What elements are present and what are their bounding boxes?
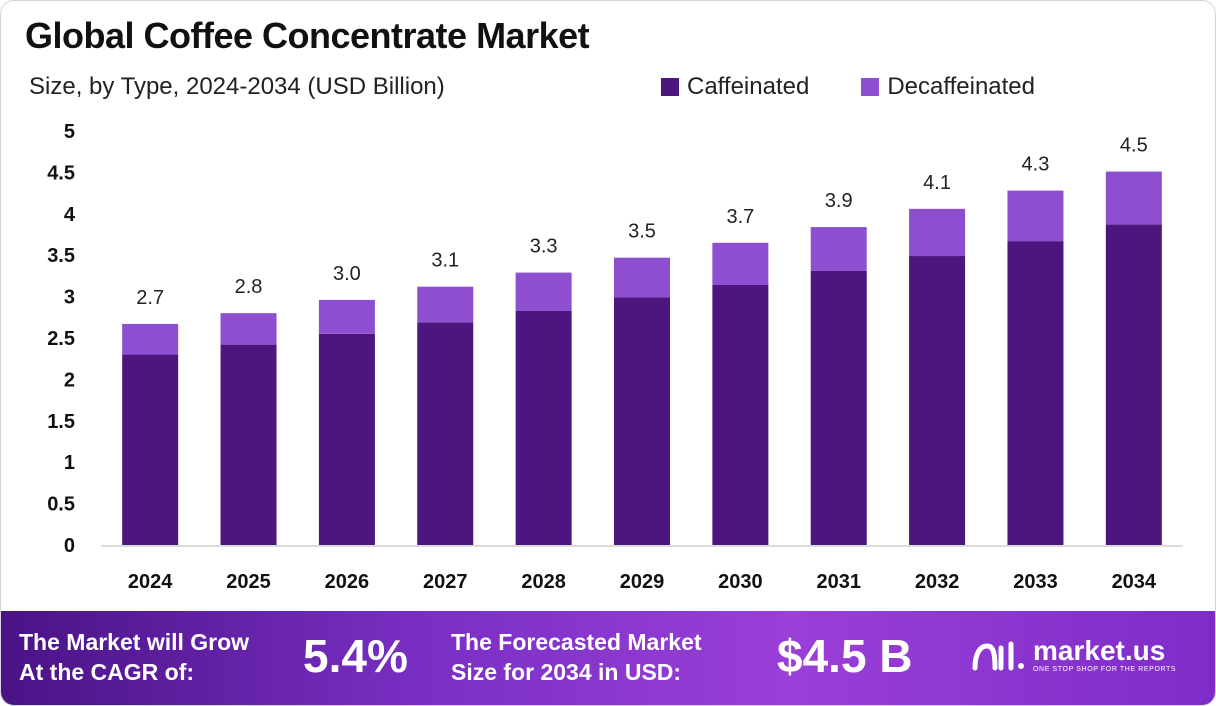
cagr-label-line1: The Market will Grow <box>19 629 250 655</box>
bar-caffeinated-2024 <box>122 354 179 545</box>
bar-decaffeinated-2034 <box>1105 171 1162 225</box>
total-label-2029: 3.5 <box>628 221 656 243</box>
total-label-2033: 4.3 <box>1022 154 1050 176</box>
bar-decaffeinated-2026 <box>318 299 375 334</box>
forecast-label-line2: Size for 2034 in USD: <box>451 659 682 685</box>
bar-decaffeinated-2032 <box>909 208 966 257</box>
total-label-2027: 3.1 <box>431 250 459 272</box>
y-tick-label-4: 2 <box>64 369 75 391</box>
bar-decaffeinated-2027 <box>417 286 474 323</box>
bar-caffeinated-2026 <box>318 333 375 545</box>
y-tick-label-10: 5 <box>64 121 75 143</box>
legend: Caffeinated Decaffeinated <box>661 73 1087 101</box>
legend-swatch-decaffeinated <box>861 78 880 96</box>
bar-caffeinated-2034 <box>1105 224 1162 545</box>
total-label-2031: 3.9 <box>825 190 853 212</box>
bar-decaffeinated-2028 <box>515 272 572 311</box>
x-tick-label-2031: 2031 <box>816 571 861 593</box>
cagr-label-line2: At the CAGR of: <box>19 659 195 685</box>
x-tick-label-2024: 2024 <box>128 571 173 593</box>
x-tick-label-2030: 2030 <box>718 571 763 593</box>
cagr-label: The Market will Grow At the CAGR of: <box>19 627 249 687</box>
legend-label-caffeinated: Caffeinated <box>687 73 810 100</box>
market-us-logo-icon <box>972 641 1024 671</box>
y-tick-label-6: 3 <box>64 287 75 309</box>
brand-name: market.us <box>1033 635 1166 666</box>
bar-caffeinated-2025 <box>220 344 277 545</box>
y-tick-label-2: 1 <box>64 452 75 474</box>
forecast-label-line1: The Forecasted Market <box>451 629 702 655</box>
bar-chart: 0 0.5 1 1.5 2 2.5 3 3.5 4 4.5 5 2.7 2024 2.8 2025 3.0 20… <box>47 121 1183 593</box>
brand-text: market.us ONE STOP SHOP FOR THE REPORTS <box>1033 637 1176 675</box>
legend-item-decaffeinated: Decaffeinated <box>861 73 1035 101</box>
y-tick-label-9: 4.5 <box>47 162 75 184</box>
total-label-2034: 4.5 <box>1120 135 1148 157</box>
bar-decaffeinated-2025 <box>220 313 277 345</box>
bar-caffeinated-2033 <box>1007 241 1064 545</box>
bar-decaffeinated-2024 <box>122 323 179 355</box>
cagr-value: 5.4% <box>303 630 408 682</box>
x-tick-label-2026: 2026 <box>325 571 370 593</box>
bar-caffeinated-2031 <box>810 270 867 545</box>
y-tick-label-8: 4 <box>64 204 76 226</box>
summary-banner: The Market will Grow At the CAGR of: 5.4… <box>1 611 1215 705</box>
legend-item-caffeinated: Caffeinated <box>661 73 809 101</box>
bar-caffeinated-2032 <box>909 256 966 545</box>
bar-decaffeinated-2030 <box>712 242 769 286</box>
forecast-value: $4.5 B <box>777 630 913 682</box>
total-label-2032: 4.1 <box>923 172 951 194</box>
total-label-2028: 3.3 <box>530 236 558 258</box>
bar-caffeinated-2028 <box>515 310 572 545</box>
y-tick-label-0: 0 <box>64 535 75 557</box>
x-tick-label-2028: 2028 <box>521 571 566 593</box>
bar-caffeinated-2029 <box>614 297 670 545</box>
x-tick-label-2025: 2025 <box>226 571 271 593</box>
chart-title: Global Coffee Concentrate Market <box>25 15 590 56</box>
legend-swatch-caffeinated <box>661 78 679 96</box>
bar-decaffeinated-2033 <box>1007 190 1064 242</box>
x-tick-label-2033: 2033 <box>1013 571 1058 593</box>
bar-caffeinated-2030 <box>712 285 769 545</box>
x-tick-label-2034: 2034 <box>1112 571 1157 593</box>
bar-decaffeinated-2029 <box>614 257 670 298</box>
brand-logo: market.us ONE STOP SHOP FOR THE REPORTS <box>971 637 1176 675</box>
total-label-2030: 3.7 <box>726 206 754 228</box>
y-tick-label-1: 0.5 <box>47 494 75 516</box>
total-label-2024: 2.7 <box>136 287 164 309</box>
bar-decaffeinated-2031 <box>810 227 867 271</box>
brand-tagline: ONE STOP SHOP FOR THE REPORTS <box>1033 666 1177 673</box>
forecast-label: The Forecasted Market Size for 2034 in U… <box>451 627 702 687</box>
y-tick-label-5: 2.5 <box>47 328 75 350</box>
total-label-2026: 3.0 <box>333 263 361 285</box>
legend-label-decaffeinated: Decaffeinated <box>887 73 1035 100</box>
bar-caffeinated-2027 <box>417 322 474 545</box>
y-tick-label-3: 1.5 <box>47 411 75 433</box>
chart-subtitle: Size, by Type, 2024-2034 (USD Billion) <box>29 73 445 100</box>
total-label-2025: 2.8 <box>235 276 263 298</box>
x-tick-label-2032: 2032 <box>915 571 960 593</box>
x-tick-label-2029: 2029 <box>620 571 665 593</box>
x-tick-label-2027: 2027 <box>423 571 468 593</box>
y-tick-label-7: 3.5 <box>47 245 75 267</box>
